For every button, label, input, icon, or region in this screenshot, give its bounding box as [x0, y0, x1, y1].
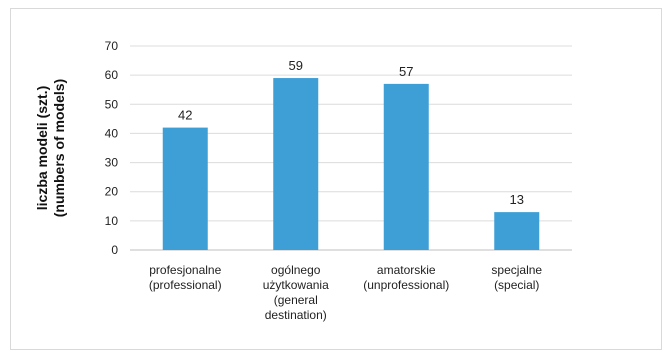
x-tick-label-line: (unprofessional): [363, 278, 449, 292]
x-axis-categories: profesjonalne (professional) ogólnego użytk…: [149, 263, 543, 322]
data-label: 57: [399, 64, 413, 79]
bar: [162, 127, 208, 250]
x-tick-label: profesjonalne (professional): [149, 263, 222, 292]
x-tick-label-line: destination): [265, 308, 327, 322]
y-tick-label: 0: [111, 243, 118, 257]
y-axis-label: liczba modeli (szt.)(numbers of models): [34, 79, 67, 217]
bar: [494, 212, 540, 250]
x-tick-label-line: amatorskie: [377, 263, 436, 277]
y-axis-label-line: liczba modeli (szt.): [34, 86, 50, 210]
y-axis-label-line: (numbers of models): [51, 79, 67, 217]
bar: [383, 83, 429, 250]
x-tick-label-line: (professional): [149, 278, 222, 292]
y-tick-label: 20: [105, 185, 119, 199]
y-tick-label: 40: [105, 126, 119, 140]
x-tick-label-line: profesjonalne: [149, 263, 221, 277]
x-tick-label: amatorskie (unprofessional): [363, 263, 449, 292]
x-tick-label-line: specjalne: [491, 263, 542, 277]
y-axis-ticks: 0 10 20 30 40 50 60 70: [105, 39, 119, 257]
data-label: 13: [510, 192, 524, 207]
bar: [273, 78, 319, 250]
data-label: 59: [289, 58, 303, 73]
data-labels: 42 59 57 13: [178, 58, 524, 207]
y-tick-label: 30: [105, 156, 119, 170]
x-tick-label-line: (general: [274, 293, 318, 307]
x-tick-label-line: użytkowania: [263, 278, 329, 292]
y-tick-label: 70: [105, 39, 119, 53]
y-tick-label: 60: [105, 68, 119, 82]
x-tick-label-line: ogólnego: [271, 263, 321, 277]
bars: [162, 78, 540, 250]
x-tick-label: specjalne (special): [491, 263, 542, 292]
y-tick-label: 10: [105, 214, 119, 228]
chart-frame: [10, 8, 662, 350]
x-tick-label: ogólnego użytkowania (general destination): [263, 263, 329, 322]
y-tick-label: 50: [105, 97, 119, 111]
data-label: 42: [178, 108, 192, 123]
x-tick-label-line: (special): [494, 278, 539, 292]
